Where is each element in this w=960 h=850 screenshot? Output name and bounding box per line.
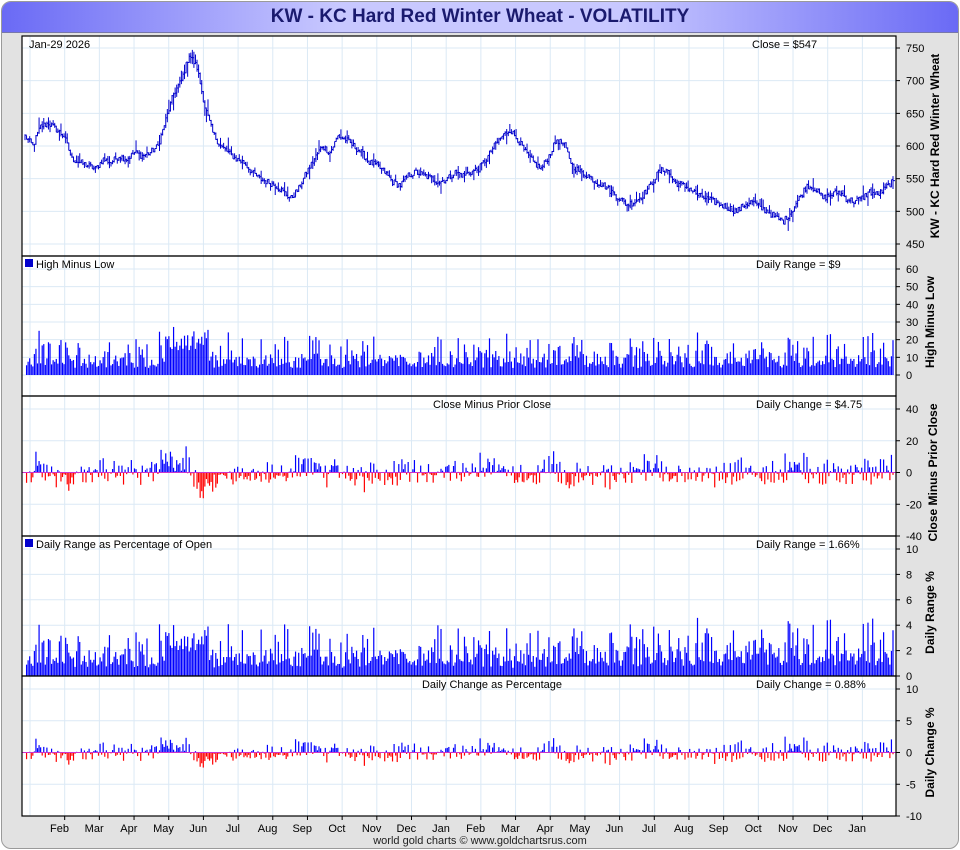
y-tick-label: 500 <box>906 206 924 218</box>
y-tick-label: 0 <box>906 671 912 683</box>
y-tick-label: 700 <box>906 76 924 88</box>
y-tick-label: 20 <box>906 335 918 347</box>
x-tick-label: Nov <box>778 823 798 835</box>
y-axis-title: KW - KC Hard Red Winter Wheat <box>928 54 942 239</box>
y-tick-label: 20 <box>906 436 918 448</box>
y-tick-label: 10 <box>906 544 918 556</box>
x-tick-label: Aug <box>258 823 278 835</box>
y-tick-label: -40 <box>906 531 922 543</box>
x-tick-label: Jul <box>642 823 656 835</box>
x-tick-label: Mar <box>85 823 104 835</box>
x-tick-label: Jul <box>226 823 240 835</box>
x-tick-label: Dec <box>813 823 833 835</box>
y-tick-label: -5 <box>906 779 916 791</box>
x-tick-label: May <box>569 823 590 835</box>
y-tick-label: 5 <box>906 716 912 728</box>
value-label: Daily Change = 0.88% <box>756 679 866 691</box>
y-tick-label: 6 <box>906 595 912 607</box>
y-tick-label: 750 <box>906 43 924 55</box>
y-tick-label: 50 <box>906 282 918 294</box>
y-tick-label: 60 <box>906 264 918 276</box>
y-tick-label: 550 <box>906 174 924 186</box>
y-tick-label: 40 <box>906 404 918 416</box>
panel-4-background <box>22 676 896 816</box>
x-tick-label: Dec <box>397 823 417 835</box>
chart-title: KW - KC Hard Red Winter Wheat - VOLATILI… <box>270 6 690 27</box>
legend-label: Daily Range as Percentage of Open <box>36 539 212 551</box>
legend-label: Daily Change as Percentage <box>422 679 562 691</box>
y-tick-label: 450 <box>906 239 924 251</box>
title-bar: KW - KC Hard Red Winter Wheat - VOLATILI… <box>2 2 958 33</box>
y-tick-label: 40 <box>906 299 918 311</box>
legend-swatch <box>25 539 33 547</box>
value-label: Daily Range = $9 <box>756 259 841 271</box>
y-tick-label: 30 <box>906 317 918 329</box>
x-tick-label: Sep <box>292 823 312 835</box>
legend-label: Close Minus Prior Close <box>433 399 551 411</box>
x-tick-label: Jan <box>432 823 450 835</box>
x-tick-label: Feb <box>50 823 69 835</box>
y-tick-label: 0 <box>906 370 912 382</box>
y-tick-label: 0 <box>906 468 912 480</box>
y-axis-title: Close Minus Prior Close <box>926 403 940 541</box>
y-tick-label: 10 <box>906 684 918 696</box>
value-label: Daily Range = 1.66% <box>756 539 860 551</box>
x-tick-label: Mar <box>501 823 520 835</box>
legend-label: High Minus Low <box>36 259 114 271</box>
x-tick-label: May <box>153 823 174 835</box>
y-axis-title: High Minus Low <box>923 275 937 368</box>
y-tick-label: 600 <box>906 141 924 153</box>
x-tick-label: Oct <box>328 823 345 835</box>
panel-4-border <box>21 675 897 817</box>
y-tick-label: 4 <box>906 620 912 632</box>
date-label: Jan-29 2026 <box>29 39 90 51</box>
x-tick-label: Oct <box>745 823 762 835</box>
y-tick-label: 650 <box>906 108 924 120</box>
y-tick-label: 8 <box>906 569 912 581</box>
panel-2-background <box>22 396 896 536</box>
x-tick-label: Aug <box>674 823 694 835</box>
value-label: Close = $547 <box>752 39 817 51</box>
x-tick-label: Nov <box>362 823 382 835</box>
y-tick-label: 2 <box>906 646 912 658</box>
legend-swatch <box>25 259 33 267</box>
y-tick-label: -10 <box>906 811 922 823</box>
x-tick-label: Jan <box>848 823 866 835</box>
value-label: Daily Change = $4.75 <box>756 399 862 411</box>
y-tick-label: -20 <box>906 499 922 511</box>
y-tick-label: 0 <box>906 748 912 760</box>
x-tick-label: Jun <box>189 823 207 835</box>
y-tick-label: 10 <box>906 352 918 364</box>
x-tick-label: Jun <box>606 823 624 835</box>
y-axis-title: Daily Change % <box>923 707 937 797</box>
footer-credit: world gold charts © www.goldchartsrus.co… <box>373 835 587 847</box>
x-tick-label: Feb <box>466 823 485 835</box>
x-tick-label: Apr <box>536 823 553 835</box>
x-tick-label: Apr <box>120 823 137 835</box>
y-axis-title: Daily Range % <box>923 571 937 654</box>
x-tick-label: Sep <box>709 823 729 835</box>
